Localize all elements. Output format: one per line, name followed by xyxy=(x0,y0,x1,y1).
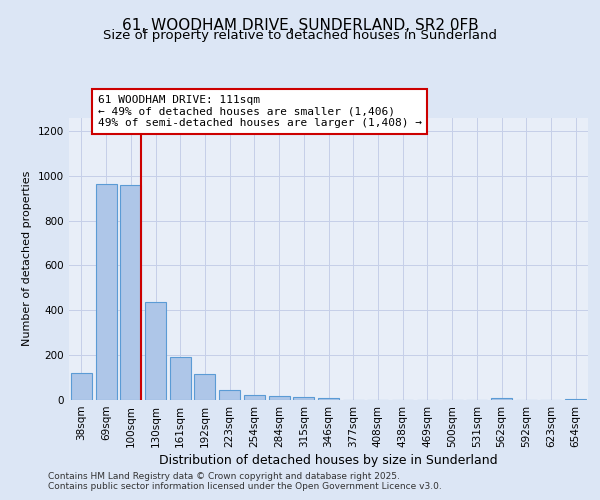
Text: Contains HM Land Registry data © Crown copyright and database right 2025.: Contains HM Land Registry data © Crown c… xyxy=(48,472,400,481)
Bar xyxy=(145,302,166,400)
Text: Contains public sector information licensed under the Open Government Licence v3: Contains public sector information licen… xyxy=(48,482,442,491)
Bar xyxy=(565,399,586,400)
Text: 61, WOODHAM DRIVE, SUNDERLAND, SR2 0FB: 61, WOODHAM DRIVE, SUNDERLAND, SR2 0FB xyxy=(122,18,478,32)
Y-axis label: Number of detached properties: Number of detached properties xyxy=(22,171,32,346)
Text: Size of property relative to detached houses in Sunderland: Size of property relative to detached ho… xyxy=(103,29,497,42)
X-axis label: Distribution of detached houses by size in Sunderland: Distribution of detached houses by size … xyxy=(159,454,498,467)
Bar xyxy=(269,396,290,400)
Bar xyxy=(219,390,240,400)
Bar xyxy=(293,396,314,400)
Bar xyxy=(244,395,265,400)
Bar xyxy=(194,374,215,400)
Bar xyxy=(491,398,512,400)
Bar xyxy=(95,184,116,400)
Text: 61 WOODHAM DRIVE: 111sqm
← 49% of detached houses are smaller (1,406)
49% of sem: 61 WOODHAM DRIVE: 111sqm ← 49% of detach… xyxy=(98,95,422,128)
Bar xyxy=(120,185,141,400)
Bar xyxy=(71,373,92,400)
Bar xyxy=(318,398,339,400)
Bar xyxy=(170,358,191,400)
